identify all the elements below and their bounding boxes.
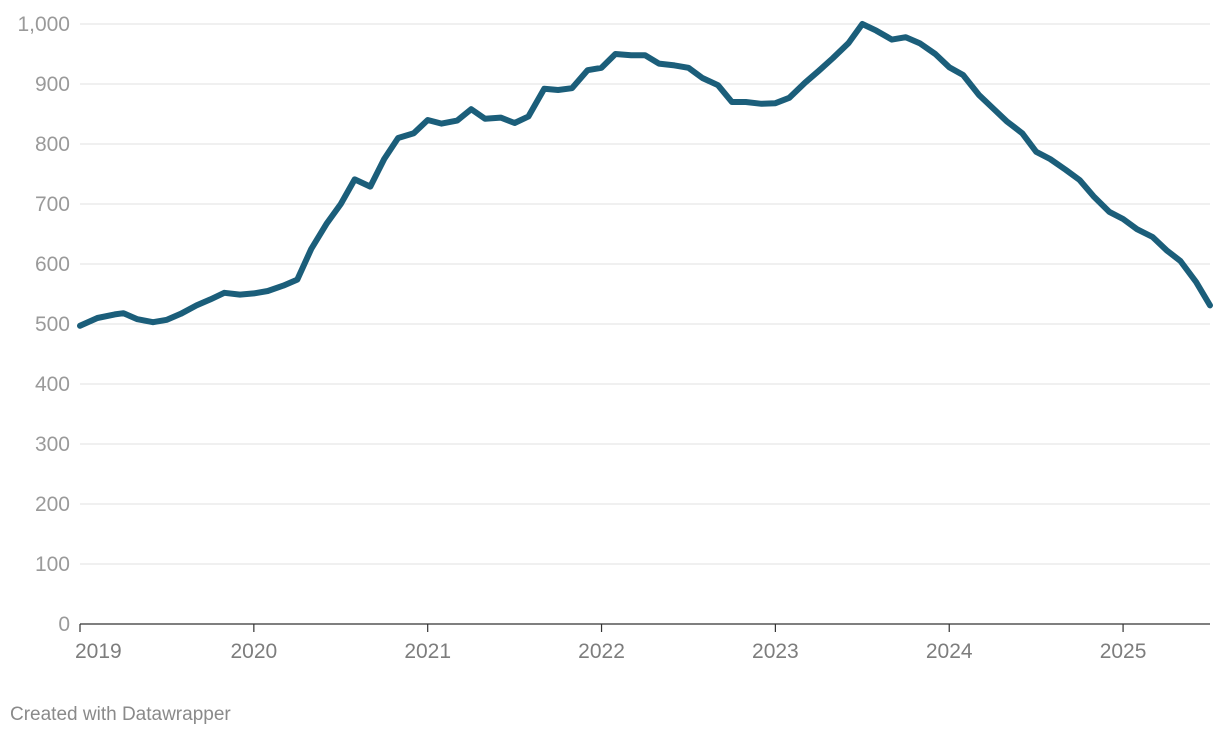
- y-tick-label: 200: [35, 493, 70, 516]
- x-tick-label: 2024: [926, 640, 973, 663]
- x-tick-label: 2019: [75, 640, 122, 663]
- x-axis: 2019 2020 2021 2022 2023 2024 2025: [75, 624, 1146, 663]
- y-tick-label: 0: [58, 613, 70, 636]
- series-layer: [77, 21, 1213, 329]
- y-tick-label: 700: [35, 193, 70, 216]
- x-tick-label: 2025: [1100, 640, 1147, 663]
- y-tick-label: 600: [35, 253, 70, 276]
- x-tick-label: 2020: [230, 640, 277, 663]
- y-tick-label: 300: [35, 433, 70, 456]
- x-tick-label: 2022: [578, 640, 625, 663]
- y-axis: 0 100 200 300 400 500 600 700 800 900 1,000: [17, 13, 70, 636]
- y-tick-label: 1,000: [17, 13, 70, 36]
- y-tick-label: 800: [35, 133, 70, 156]
- y-tick-label: 500: [35, 313, 70, 336]
- gridlines: [80, 23, 1210, 625]
- series-line: [77, 21, 1213, 329]
- y-tick-label: 900: [35, 73, 70, 96]
- x-tick-label: 2021: [404, 640, 451, 663]
- x-tick-label: 2023: [752, 640, 799, 663]
- y-tick-label: 100: [35, 553, 70, 576]
- y-tick-label: 400: [35, 373, 70, 396]
- credit-text: Created with Datawrapper: [10, 704, 231, 725]
